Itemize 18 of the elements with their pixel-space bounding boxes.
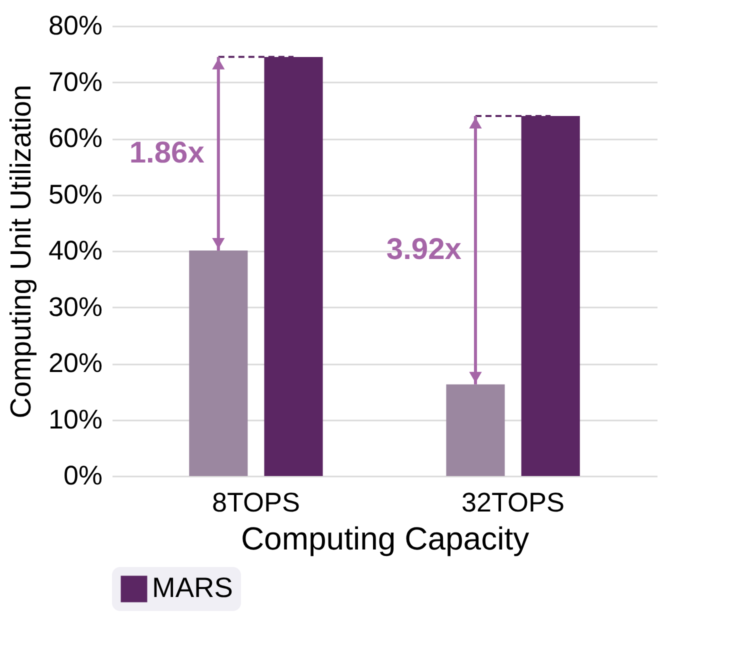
y-tick-label: 30% xyxy=(48,292,102,322)
y-axis-title: Computing Unit Utilization xyxy=(5,84,38,418)
x-tick-label: 32TOPS xyxy=(462,488,565,518)
y-tick-label: 40% xyxy=(48,236,102,266)
y-tick-label: 70% xyxy=(48,66,102,97)
y-tick-label: 20% xyxy=(48,348,102,378)
bar xyxy=(446,384,505,476)
bar xyxy=(189,250,248,476)
y-tick-label: 50% xyxy=(48,179,102,210)
x-tick-label: 8TOPS xyxy=(212,488,300,518)
legend-label: MARS xyxy=(152,572,233,603)
y-tick-label: 10% xyxy=(48,404,102,434)
y-tick-label: 60% xyxy=(48,123,102,153)
annotation: 3.92x xyxy=(386,233,462,266)
y-tick-label: 80% xyxy=(48,10,102,40)
y-tick-label: 0% xyxy=(63,460,102,490)
x-axis-title: Computing Capacity xyxy=(240,520,530,556)
annotation: 1.86x xyxy=(129,136,205,170)
